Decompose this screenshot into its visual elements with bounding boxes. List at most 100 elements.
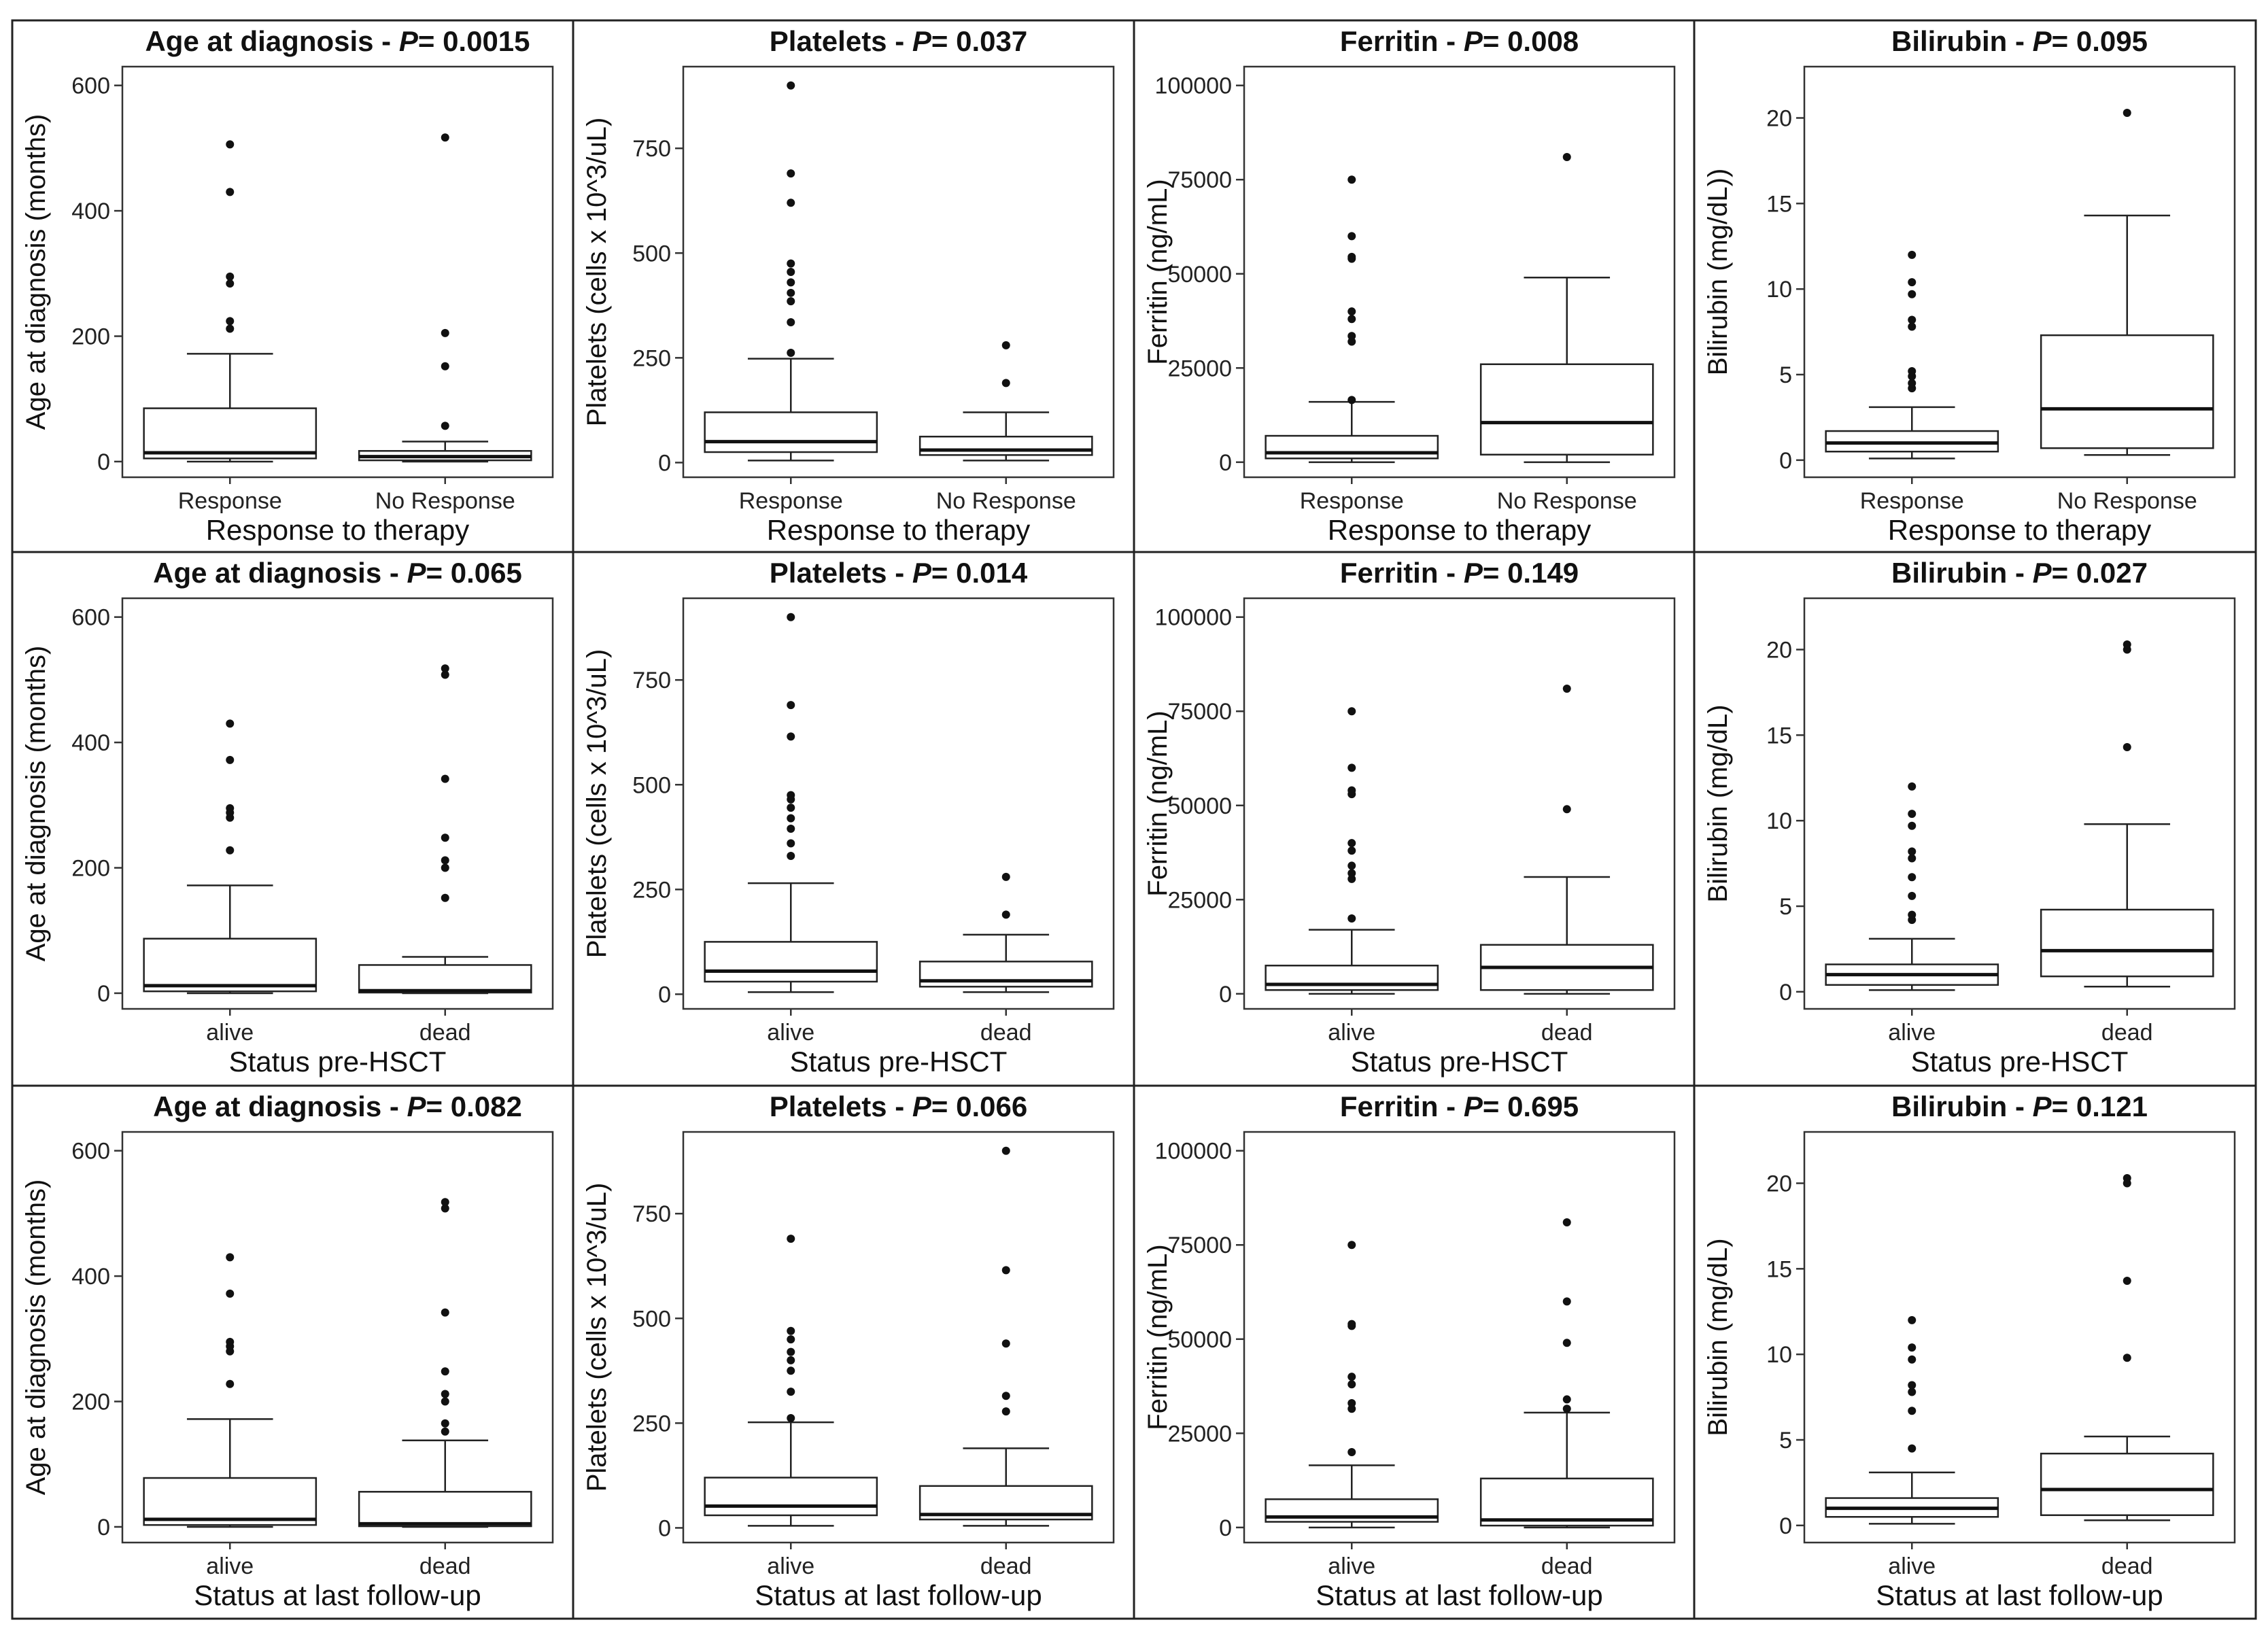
title-separator: - xyxy=(2007,1090,2032,1122)
y-axis-label: Ferritin (ng/mL) xyxy=(1143,1244,1173,1430)
box-dead xyxy=(1479,684,1654,995)
outlier-point xyxy=(226,140,235,149)
iqr-box xyxy=(1825,430,1999,453)
p-value: 0.008 xyxy=(1507,25,1579,57)
p-value: 0.014 xyxy=(956,557,1028,589)
title-separator: - xyxy=(887,1090,912,1122)
x-tick-label: dead xyxy=(980,1553,1032,1579)
panel-platelets-status-at-last-follow-up: Platelets - P= 0.066 0 250 500 750 Platelets … xyxy=(582,1090,1115,1611)
outlier-point xyxy=(1347,337,1356,346)
x-tick-label: dead xyxy=(2101,1553,2153,1579)
y-tick-label: 15 xyxy=(1766,723,1792,748)
title-separator: - xyxy=(1439,25,1464,57)
outlier-point xyxy=(2123,108,2131,117)
x-tick-label: alive xyxy=(1328,1020,1375,1046)
outlier-point xyxy=(1908,821,1917,830)
outlier-point xyxy=(226,1379,235,1388)
box-alive xyxy=(143,1253,317,1528)
title-p-symbol: P xyxy=(407,1090,427,1122)
y-tick-label: 100000 xyxy=(1155,605,1232,631)
x-axis-label: Response to therapy xyxy=(1888,514,2152,546)
outlier-point xyxy=(787,1413,795,1422)
x-tick-label: No Response xyxy=(2057,488,2197,514)
outlier-point xyxy=(787,169,795,178)
y-tick-label: 100000 xyxy=(1155,1139,1232,1165)
outlier-point xyxy=(1001,341,1010,349)
title-variable: Platelets xyxy=(770,557,887,589)
y-tick-label: 0 xyxy=(1219,1515,1232,1541)
p-value: 0.037 xyxy=(956,25,1027,57)
title-variable: Platelets xyxy=(770,1090,887,1122)
y-axis-label: Bilirubin (mg/dL) xyxy=(1703,704,1733,902)
outlier-point xyxy=(441,774,449,783)
panel-platelets-response-to-therapy: Platelets - P= 0.037 0 250 500 750 Platelets … xyxy=(582,25,1115,546)
outlier-point xyxy=(1001,1339,1010,1348)
outlier-point xyxy=(226,188,235,196)
outlier-point xyxy=(787,732,795,741)
outlier-point xyxy=(1347,763,1356,772)
y-tick-label: 0 xyxy=(658,1515,671,1541)
y-tick-label: 200 xyxy=(71,324,110,350)
outlier-point xyxy=(1908,891,1917,900)
outlier-point xyxy=(441,1204,449,1213)
outlier-point xyxy=(1347,1398,1356,1407)
box-alive xyxy=(1825,1315,1999,1525)
outlier-point xyxy=(2123,1173,2131,1182)
title-variable: Bilirubin xyxy=(1891,557,2007,589)
iqr-box xyxy=(2040,334,2214,449)
y-tick-label: 600 xyxy=(71,605,110,631)
plot-area xyxy=(682,597,1115,1010)
y-tick-label: 100000 xyxy=(1155,73,1232,99)
p-value: 0.0015 xyxy=(443,25,530,57)
iqr-box xyxy=(143,937,317,993)
x-tick-label: dead xyxy=(2101,1020,2153,1046)
panel-bilirubin-response-to-therapy: Bilirubin - P= 0.095 0 5 10 15 20 Bilirubin (m… xyxy=(1703,25,2236,546)
outlier-point xyxy=(1001,910,1010,919)
outlier-point xyxy=(1347,307,1356,316)
box-alive xyxy=(1825,782,1999,991)
y-tick-label: 20 xyxy=(1766,106,1792,132)
y-tick-label: 200 xyxy=(71,1390,110,1415)
x-axis-label: Response to therapy xyxy=(1328,514,1592,546)
plot-area xyxy=(1243,597,1676,1010)
outlier-point xyxy=(787,1335,795,1344)
y-tick-label: 600 xyxy=(71,1139,110,1165)
outlier-point xyxy=(1562,1395,1571,1404)
x-axis-label: Status at last follow-up xyxy=(755,1579,1042,1611)
y-tick-label: 5 xyxy=(1779,362,1792,388)
outlier-point xyxy=(1347,175,1356,184)
outlier-point xyxy=(787,613,795,621)
y-tick-label: 75000 xyxy=(1167,1233,1232,1258)
outlier-point xyxy=(226,1253,235,1262)
iqr-box xyxy=(918,435,1093,456)
outlier-point xyxy=(441,893,449,902)
y-tick-label: 15 xyxy=(1766,191,1792,217)
panel-title: Platelets - P= 0.037 xyxy=(770,25,1027,57)
title-variable: Ferritin xyxy=(1340,1090,1439,1122)
panel-title: Ferritin - P= 0.008 xyxy=(1340,25,1579,57)
outlier-point xyxy=(441,833,449,842)
y-tick-label: 400 xyxy=(71,730,110,756)
iqr-box xyxy=(143,1477,317,1526)
y-tick-label: 500 xyxy=(632,772,671,798)
iqr-box xyxy=(1265,434,1439,460)
y-tick-label: 750 xyxy=(632,136,671,162)
x-tick-label: No Response xyxy=(375,488,515,514)
outlier-point xyxy=(441,328,449,337)
outlier-point xyxy=(1908,847,1917,856)
outlier-point xyxy=(1908,1407,1917,1415)
title-p-symbol: P xyxy=(912,25,932,57)
panel-title: Platelets - P= 0.014 xyxy=(770,557,1028,589)
box-no-response xyxy=(918,341,1093,462)
outlier-point xyxy=(1908,379,1917,388)
outlier-point xyxy=(1908,1355,1917,1364)
outlier-point xyxy=(787,1235,795,1243)
outlier-point xyxy=(441,1427,449,1436)
x-tick-label: Response xyxy=(1860,488,1964,514)
plot-area xyxy=(1243,1131,1676,1544)
box-dead xyxy=(358,664,532,995)
outlier-point xyxy=(226,1337,235,1346)
outlier-point xyxy=(441,1308,449,1317)
title-equals: = xyxy=(426,1090,451,1122)
y-tick-label: 25000 xyxy=(1167,356,1232,381)
